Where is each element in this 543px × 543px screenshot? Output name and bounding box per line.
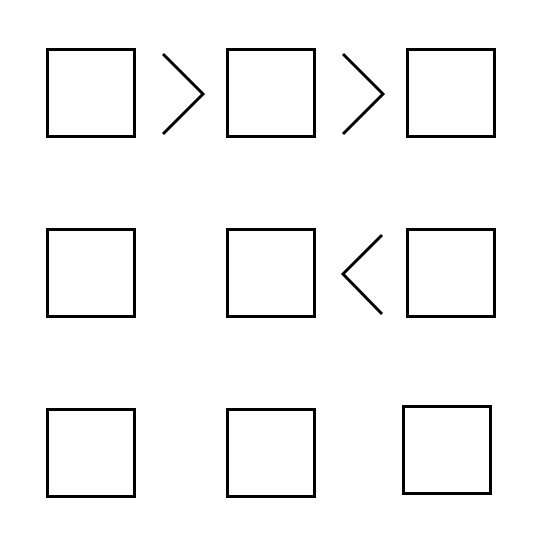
grid-cell-r2-c1[interactable] (46, 228, 136, 318)
grid-cell-r3-c3[interactable] (402, 405, 492, 495)
grid-cell-r2-c3[interactable] (406, 228, 496, 318)
grid-cell-r3-c2[interactable] (226, 408, 316, 498)
grid-cell-r3-c1[interactable] (46, 408, 136, 498)
grid-cell-r2-c2[interactable] (226, 228, 316, 318)
grid-cell-r1-c3[interactable] (406, 48, 496, 138)
less-than-sign-r2-c2-c3 (340, 233, 384, 316)
grid-cell-r1-c1[interactable] (46, 48, 136, 138)
grid-cell-r1-c2[interactable] (226, 48, 316, 138)
greater-than-sign-r1-c2-c3 (341, 52, 386, 136)
greater-than-sign-r1-c1-c2 (161, 52, 206, 136)
